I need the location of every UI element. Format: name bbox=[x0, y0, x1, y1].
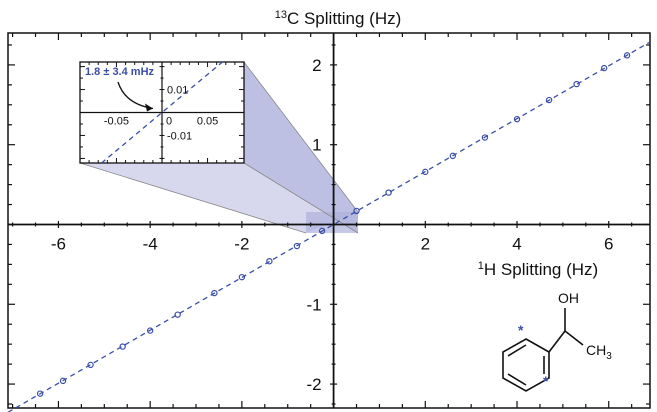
data-point bbox=[600, 64, 608, 72]
x-axis-label-main: H Splitting (Hz) bbox=[484, 260, 598, 279]
inset-arrowhead bbox=[145, 103, 153, 112]
x-tick-label: 6 bbox=[604, 234, 613, 253]
ticks-layer bbox=[8, 33, 650, 408]
label-star-top: * bbox=[518, 322, 524, 338]
x-axis-label: 1H Splitting (Hz) bbox=[478, 260, 598, 279]
y-tick-label: -2 bbox=[306, 375, 321, 394]
data-point bbox=[353, 207, 360, 215]
ch3-label: CH3 bbox=[586, 342, 612, 362]
x-tick-label: 2 bbox=[421, 234, 430, 253]
label-star-bottom: * bbox=[543, 373, 549, 389]
data-point bbox=[211, 289, 218, 297]
data-points-layer bbox=[36, 52, 631, 397]
inset-x-tick-label: 0 bbox=[166, 116, 172, 128]
inset-annotation: 1.8 ± 3.4 mHz bbox=[85, 66, 155, 78]
data-point bbox=[623, 52, 631, 59]
x-axis-label-superscript: 1 bbox=[478, 260, 484, 272]
chart-title-superscript: 13 bbox=[275, 9, 287, 21]
data-point bbox=[238, 273, 246, 281]
x-tick-label: -4 bbox=[143, 234, 158, 253]
inset-plot: -0.05 0 0.05 0.01 -0.01 1.8 ± 3.4 mHz bbox=[79, 61, 245, 164]
oh-label: OH bbox=[558, 290, 579, 306]
zoom-edge-upper bbox=[243, 61, 359, 213]
data-point bbox=[573, 80, 580, 88]
zoom-box bbox=[306, 212, 358, 233]
data-point bbox=[146, 327, 154, 334]
data-point bbox=[481, 134, 489, 141]
y-tick-label: 1 bbox=[312, 136, 321, 155]
x-tick-label: -6 bbox=[51, 234, 66, 253]
zoom-edge-lower bbox=[79, 162, 307, 234]
chart-title: 13C Splitting (Hz) bbox=[275, 9, 402, 28]
x-tick-label: 4 bbox=[512, 234, 521, 253]
data-point bbox=[266, 257, 273, 265]
ch3-main: CH bbox=[586, 342, 606, 358]
data-point bbox=[422, 168, 429, 176]
ring-to-carbon-bond bbox=[548, 330, 566, 353]
data-point bbox=[318, 227, 326, 235]
data-point bbox=[513, 115, 521, 123]
inset-y-tick-label: -0.01 bbox=[167, 130, 192, 142]
zoom-projection-side bbox=[244, 62, 358, 233]
x-tick-label: -2 bbox=[234, 234, 249, 253]
chart-title-main: C Splitting (Hz) bbox=[287, 9, 401, 28]
y-tick-label: 2 bbox=[312, 56, 321, 75]
ch3-subscript: 3 bbox=[606, 351, 612, 362]
fit-line bbox=[7, 41, 651, 412]
inset-x-tick-label: 0.05 bbox=[197, 116, 218, 128]
benzene-inner-bond-3 bbox=[507, 373, 527, 386]
data-point bbox=[87, 361, 94, 369]
data-point bbox=[385, 189, 392, 196]
fit-line-layer bbox=[7, 41, 651, 412]
data-point bbox=[545, 96, 553, 104]
data-point bbox=[59, 377, 67, 385]
axes-layer bbox=[8, 33, 650, 408]
benzene-inner-bond-1 bbox=[507, 344, 527, 357]
carbon-to-ch3-bond bbox=[564, 330, 584, 346]
tick-labels-layer: -6 -4 -2 2 4 6 2 1 -1 -2 bbox=[51, 56, 614, 394]
molecule-structure: OH CH3 * * bbox=[502, 290, 612, 392]
plot-frame bbox=[7, 32, 651, 409]
data-point bbox=[293, 242, 301, 250]
y-tick-label: -1 bbox=[306, 295, 321, 314]
data-point bbox=[36, 390, 44, 397]
data-point bbox=[449, 152, 457, 160]
inset-x-tick-label: -0.05 bbox=[104, 116, 129, 128]
data-point bbox=[119, 343, 126, 350]
inset-y-tick-label: 0.01 bbox=[167, 85, 188, 97]
data-point bbox=[174, 311, 181, 318]
